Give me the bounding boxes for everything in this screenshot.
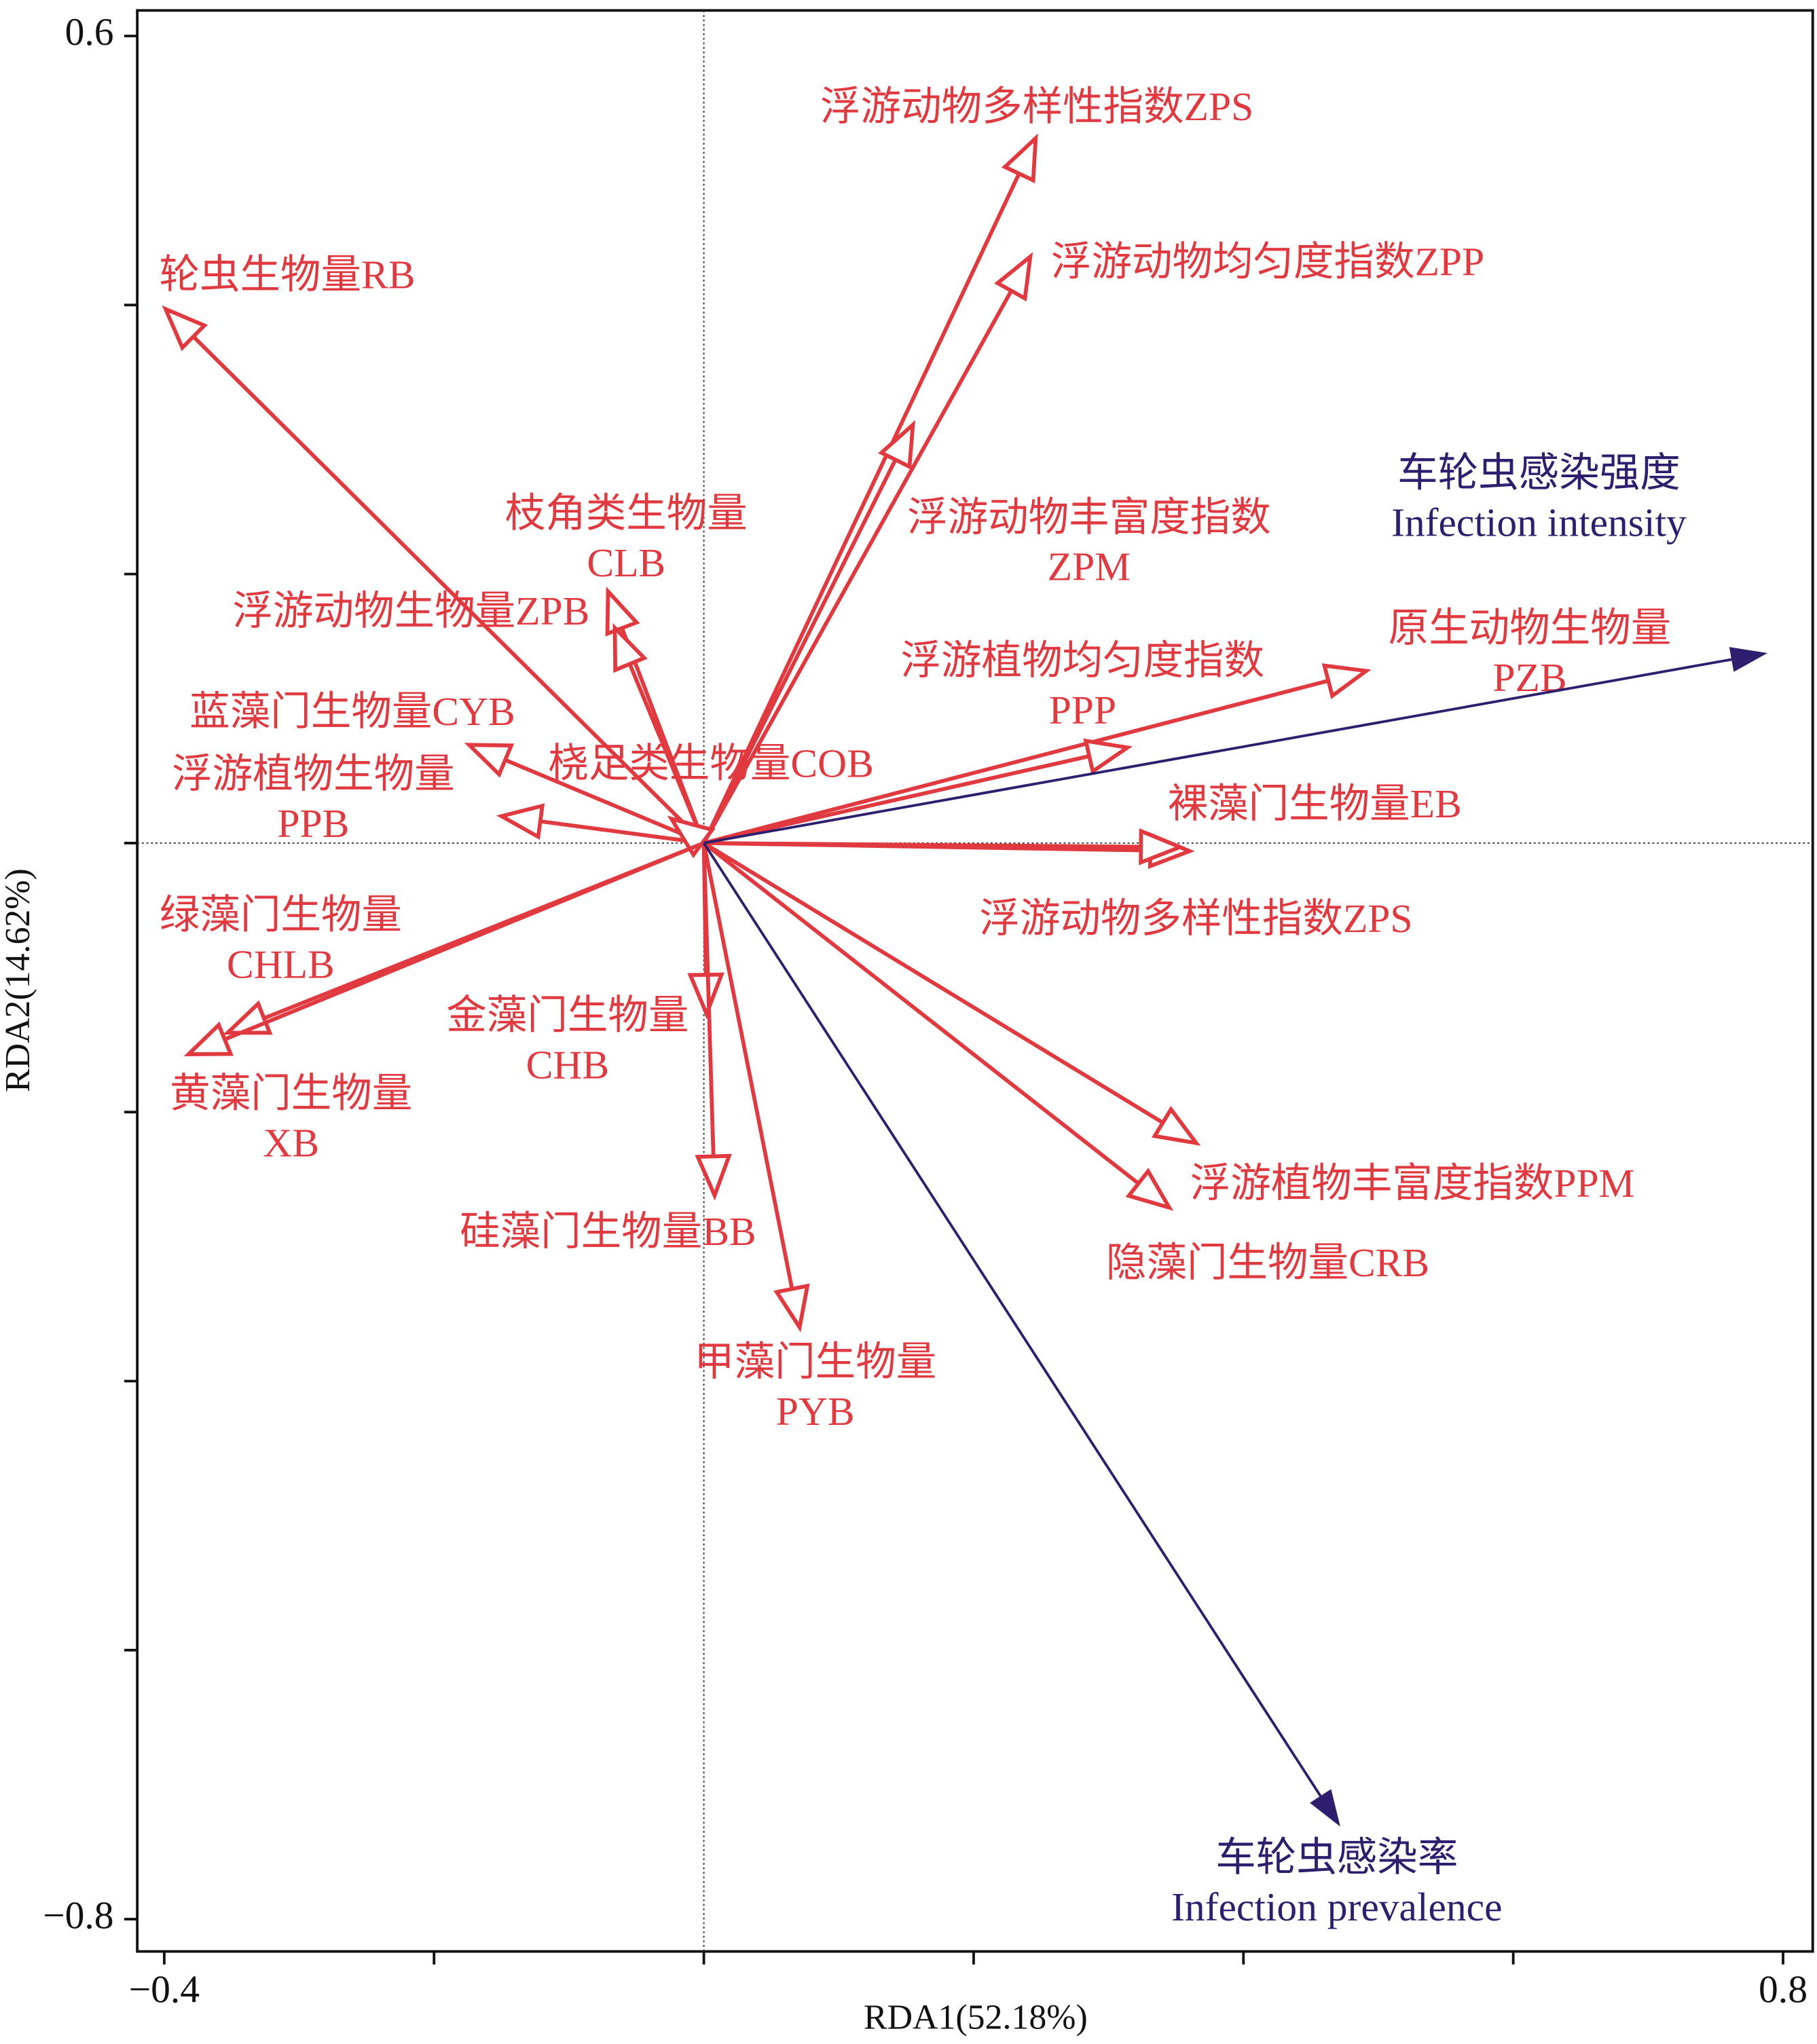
arrow-shaft <box>701 842 717 1196</box>
vector: 浮游动物生物量ZPB <box>233 589 706 844</box>
vector: 浮游植物均匀度指数 PPP <box>703 638 1265 845</box>
vector: 桡足类生物量COB <box>548 741 874 859</box>
arrow-shaft <box>702 424 915 844</box>
vector-label: Infection prevalence <box>1171 1884 1502 1929</box>
vector: 浮游动物多样性指数ZPS <box>701 84 1253 844</box>
vector-label: Infection intensity <box>1391 500 1687 544</box>
arrow-head <box>612 623 648 673</box>
arrow-shaft <box>701 137 1038 844</box>
y-axis-label: RDA2(14.62%) <box>0 868 37 1092</box>
arrow-head <box>878 420 916 470</box>
arrow-shaft <box>702 255 1032 844</box>
arrow-head <box>1310 1789 1340 1827</box>
x-tick-label: 0.8 <box>1759 1968 1807 2011</box>
arrow-head <box>162 305 208 352</box>
vector-label: CHLB <box>227 942 335 986</box>
vector-label: 原生动物生物量 <box>1389 606 1672 650</box>
vector-label: 浮游植物丰富度指数PPM <box>1190 1161 1635 1206</box>
arrow-shaft <box>703 658 1733 844</box>
vector-label: ZPM <box>1048 544 1131 589</box>
arrow-head <box>687 972 724 1020</box>
vector-label: 甲藻门生物量 <box>694 1339 936 1384</box>
arrow-shaft <box>701 842 802 1328</box>
vector: 隐藻门生物量CRB <box>702 841 1429 1285</box>
vector-label: 车轮虫感染强度 <box>1397 450 1681 495</box>
vector-label: 浮游植物均匀度指数 <box>901 638 1265 683</box>
arrow-shaft <box>703 841 1198 1145</box>
vector-label: 隐藻门生物量CRB <box>1106 1240 1429 1285</box>
arrow-shaft <box>703 669 1367 845</box>
vector: 浮游植物丰富度指数PPM <box>703 841 1635 1206</box>
arrow-head <box>695 1153 732 1201</box>
vector-label: 金藻门生物量 <box>446 992 689 1037</box>
vector-label: CLB <box>587 540 665 585</box>
vector-label: 裸藻门生物量EB <box>1168 781 1462 826</box>
vector: 蓝藻门生物量CYB <box>189 689 705 845</box>
vector: 浮游植物生物量 PPB <box>172 751 704 846</box>
arrow-shaft <box>703 745 1128 845</box>
vector-label: 硅藻门生物量BB <box>460 1209 756 1254</box>
arrow-shaft <box>703 841 1180 849</box>
vector-label: CHB <box>526 1042 609 1087</box>
arrow-head <box>1083 738 1133 775</box>
vector-label: 轮虫生物量RB <box>159 253 415 297</box>
vector-label: 车轮虫感染率 <box>1215 1835 1458 1880</box>
vector: 硅藻门生物量BB <box>460 842 756 1254</box>
vector-label: 桡足类生物量COB <box>548 741 873 786</box>
arrow-head <box>994 252 1033 302</box>
vector-label: 黄藻门生物量 <box>170 1071 412 1116</box>
vector: 金藻门生物量 CHB <box>446 842 724 1087</box>
arrow-shaft <box>702 841 1171 1210</box>
vector-label: 绿藻门生物量 <box>160 892 402 937</box>
arrow-head <box>773 1283 810 1333</box>
x-tick-label: −0.4 <box>129 1968 200 2011</box>
vector-label: 浮游动物丰富度指数 <box>907 495 1271 540</box>
arrow-head <box>605 587 640 637</box>
plot-frame <box>136 9 1814 1953</box>
vector-label: PPP <box>1049 688 1116 732</box>
vector-label: 浮游动物生物量ZPB <box>233 589 590 633</box>
vector-label: 枝角类生物量 <box>505 491 748 536</box>
vector-label: 浮游植物生物量 <box>172 751 455 796</box>
arrow-head <box>464 743 515 778</box>
vector-label: 浮游动物多样性指数ZPS <box>979 896 1412 941</box>
arrow-head <box>1321 663 1372 699</box>
arrow-head <box>183 1021 234 1056</box>
arrow-shaft <box>164 308 705 844</box>
arrow-head <box>496 803 545 840</box>
arrow-head <box>1729 647 1768 672</box>
y-tick-label: −0.8 <box>43 1894 113 1937</box>
vector-label: PZB <box>1492 655 1566 700</box>
y-tick-label: 0.6 <box>65 11 114 54</box>
vector-label: PPB <box>277 801 349 846</box>
vector: 甲藻门生物量 PYB <box>694 842 936 1434</box>
vector-label: XB <box>263 1121 319 1166</box>
vector: 黄藻门生物量 XB <box>170 841 705 1166</box>
arrow-head <box>1151 1105 1201 1146</box>
arrow-head <box>1139 828 1186 866</box>
vector: 浮游动物均匀度指数ZPP <box>702 239 1484 844</box>
arrow-shaft <box>187 841 705 1056</box>
arrow-shaft <box>468 743 705 845</box>
vector-label: 蓝藻门生物量CYB <box>189 689 515 734</box>
x-axis-label: RDA1(52.18%) <box>864 1998 1088 2037</box>
vector: 车轮虫感染强度 Infection intensity <box>703 450 1768 844</box>
arrow-head <box>1001 133 1038 183</box>
vector-label: PYB <box>776 1389 855 1434</box>
vector: 浮游动物多样性指数ZPS <box>703 828 1413 941</box>
vector: 轮虫生物量RB <box>159 253 705 844</box>
arrow-head <box>1125 1168 1174 1211</box>
vector: 原生动物生物量 PZB <box>703 606 1672 845</box>
vector-label: 浮游动物均匀度指数ZPP <box>1051 239 1484 284</box>
arrow-shaft <box>702 842 1322 1798</box>
vector-label: 浮游动物多样性指数ZPS <box>820 84 1253 129</box>
